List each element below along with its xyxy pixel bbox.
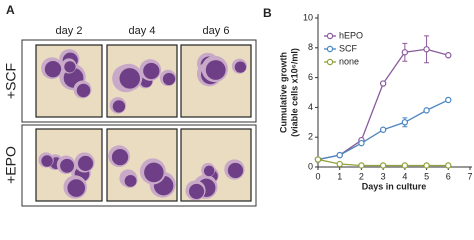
cell-nucleus bbox=[44, 60, 62, 78]
legend-marker bbox=[326, 45, 334, 53]
cell-nucleus bbox=[67, 179, 86, 197]
cell-nucleus bbox=[234, 61, 247, 73]
cell-nucleus bbox=[162, 72, 176, 86]
data-point bbox=[445, 52, 452, 59]
legend-label: SCF bbox=[339, 43, 358, 53]
cell-nucleus bbox=[77, 155, 94, 171]
data-point bbox=[445, 96, 452, 104]
data-point bbox=[445, 162, 452, 169]
cell-nucleus bbox=[60, 158, 75, 173]
x-tick-label: 2 bbox=[359, 171, 364, 181]
cell-nucleus bbox=[112, 100, 126, 113]
x-tick-label: 6 bbox=[446, 171, 451, 181]
y-tick-label: 2 bbox=[308, 132, 313, 142]
x-tick-label: 0 bbox=[315, 171, 320, 181]
cell-nucleus bbox=[188, 183, 205, 199]
x-tick-label: 5 bbox=[424, 171, 429, 181]
legend-label: none bbox=[339, 56, 359, 66]
panel-label: A bbox=[6, 3, 15, 17]
data-point bbox=[423, 107, 430, 114]
cell-nucleus bbox=[119, 68, 141, 89]
x-tick-label: 7 bbox=[467, 171, 472, 181]
y-tick-label: 8 bbox=[308, 42, 313, 52]
cell-nucleus bbox=[111, 148, 129, 166]
data-point bbox=[379, 126, 387, 133]
y-axis-label: Cumulative growth bbox=[278, 52, 288, 133]
row-frame bbox=[21, 124, 257, 207]
cell-nucleus bbox=[227, 162, 244, 179]
legend-marker bbox=[326, 58, 334, 66]
column-label: day 4 bbox=[129, 25, 156, 37]
x-tick-label: 3 bbox=[381, 171, 386, 181]
cell-nucleus bbox=[203, 165, 215, 177]
x-tick-label: 1 bbox=[337, 171, 342, 181]
data-point bbox=[423, 162, 430, 169]
row-frame bbox=[21, 39, 257, 123]
cell-nucleus bbox=[205, 60, 226, 80]
column-label: day 2 bbox=[56, 25, 83, 37]
row-label: +EPO bbox=[3, 146, 19, 184]
data-point bbox=[336, 151, 343, 159]
data-point bbox=[401, 162, 409, 169]
figure: A B day 2 day 4 day 6 +SCF +EPO 0 2 4 6 8 10 0 1 2 3 4 5… bbox=[3, 3, 473, 207]
panel-label: B bbox=[263, 6, 272, 20]
cell-nucleus bbox=[143, 62, 160, 80]
y-tick-label: 4 bbox=[308, 102, 313, 112]
cell-nucleus bbox=[64, 61, 76, 73]
cell-nucleus bbox=[124, 175, 137, 187]
x-axis-label: Days in culture bbox=[362, 181, 427, 191]
data-point bbox=[358, 139, 365, 147]
data-point bbox=[336, 160, 343, 168]
y-tick-label: 10 bbox=[303, 12, 313, 22]
data-point bbox=[379, 162, 387, 169]
cell-nucleus bbox=[41, 155, 53, 167]
y-tick-label: 6 bbox=[308, 72, 313, 82]
cell-nucleus bbox=[144, 162, 164, 183]
row-label: +SCF bbox=[3, 63, 19, 99]
legend-marker bbox=[326, 32, 334, 40]
x-tick-label: 4 bbox=[402, 171, 407, 181]
data-point bbox=[401, 49, 409, 56]
data-point bbox=[314, 156, 322, 163]
column-label: day 6 bbox=[203, 25, 230, 37]
legend-label: hEPO bbox=[339, 30, 363, 40]
series-line bbox=[317, 48, 449, 161]
data-point bbox=[379, 80, 387, 87]
cell-nucleus bbox=[76, 83, 91, 98]
data-point bbox=[423, 46, 430, 53]
y-axis-label: (viable cells x10⁶/ml) bbox=[289, 48, 299, 137]
data-point bbox=[401, 119, 409, 126]
y-tick-label: 0 bbox=[308, 161, 313, 171]
data-point bbox=[358, 162, 365, 169]
